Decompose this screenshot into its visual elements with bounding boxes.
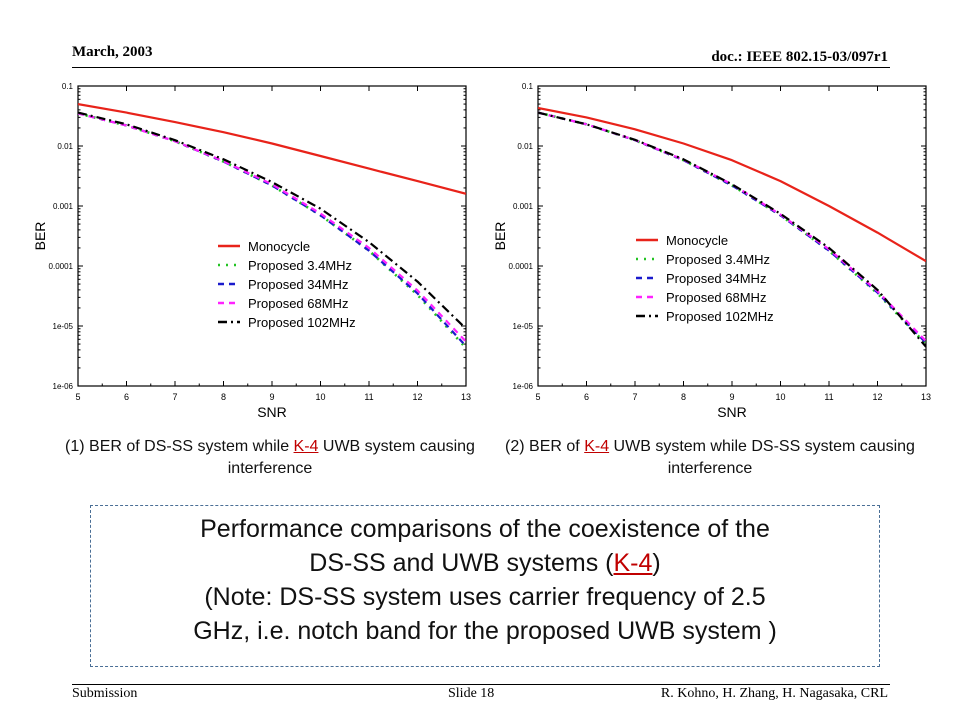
summary-line: (Note: DS-SS system uses carrier frequen…	[204, 583, 766, 611]
x-tick-label: 11	[364, 392, 373, 402]
caption-text: (1) BER of DS-SS system while	[65, 438, 294, 455]
ber-chart-interference-on-uwb: 0.1 0.01 0.001 0.0001 1e-05 1e-065 6 7 8 9 10 11 12 1…	[492, 82, 931, 420]
x-axis-label: SNR	[257, 404, 287, 420]
series-line	[78, 103, 466, 195]
x-tick-label: 13	[921, 392, 931, 402]
y-tick-label: 0.01	[517, 142, 533, 151]
slide-date: March, 2003	[72, 44, 153, 60]
x-tick-label: 6	[124, 392, 129, 402]
chart-caption-2: (2) BER of K-4 UWB system while DS-SS sy…	[500, 436, 920, 480]
legend-label: Proposed 34MHz	[248, 277, 348, 292]
footer-submission: Submission	[72, 686, 138, 701]
y-tick-label: 0.1	[62, 82, 74, 91]
x-tick-label: 6	[584, 392, 589, 402]
x-tick-label: 5	[75, 392, 80, 402]
ber-chart-interference-on-dsss: 0.1 0.01 0.001 0.0001 1e-05 1e-065 6 7 8 9 10 11 12 1…	[32, 82, 471, 420]
legend-label: Monocycle	[666, 233, 728, 248]
series-line	[538, 106, 926, 263]
x-tick-label: 7	[632, 392, 637, 402]
header-rule	[72, 67, 890, 68]
footer-authors: R. Kohno, H. Zhang, H. Nagasaka, CRL	[660, 686, 888, 701]
y-axis-label: BER	[492, 222, 508, 251]
series-line	[78, 112, 466, 347]
x-tick-label: 10	[315, 392, 325, 402]
x-tick-label: 7	[172, 392, 177, 402]
summary-text-part: )	[652, 549, 661, 577]
chart-caption-1: (1) BER of DS-SS system while K-4 UWB sy…	[60, 436, 480, 480]
y-tick-label: 0.001	[513, 202, 534, 211]
y-tick-label: 1e-06	[53, 382, 74, 391]
caption-text: (2) BER of	[505, 438, 585, 455]
y-tick-label: 1e-06	[513, 382, 534, 391]
series-line	[78, 112, 466, 343]
x-tick-label: 12	[872, 392, 882, 402]
x-tick-label: 10	[775, 392, 785, 402]
summary-line: DS-SS and UWB systems (K-4)	[90, 546, 880, 580]
summary-box	[90, 505, 880, 667]
summary-line: GHz, i.e. notch band for the proposed UW…	[193, 617, 777, 645]
legend-label: Proposed 68MHz	[248, 296, 348, 311]
series-line	[538, 111, 926, 348]
x-tick-label: 9	[269, 392, 274, 402]
document-id: doc.: IEEE 802.15-03/097r1	[711, 49, 888, 65]
y-tick-label: 1e-05	[53, 322, 74, 331]
y-tick-label: 1e-05	[513, 322, 534, 331]
x-axis-label: SNR	[717, 404, 747, 420]
footer-rule	[72, 684, 890, 685]
caption-text: UWB system causing interference	[227, 438, 475, 477]
y-axis-label: BER	[32, 222, 48, 251]
x-tick-label: 8	[681, 392, 686, 402]
x-tick-label: 13	[461, 392, 471, 402]
x-tick-label: 8	[221, 392, 226, 402]
x-tick-label: 12	[412, 392, 422, 402]
legend-label: Proposed 3.4MHz	[666, 252, 770, 267]
summary-text: Performance comparisons of the coexisten…	[90, 512, 880, 648]
x-tick-label: 9	[729, 392, 734, 402]
legend-label: Proposed 3.4MHz	[248, 258, 352, 273]
summary-line: Performance comparisons of the coexisten…	[200, 515, 770, 543]
k4-link[interactable]: K-4	[613, 549, 653, 577]
k4-link[interactable]: K-4	[584, 438, 610, 455]
plot-frame	[77, 85, 467, 387]
legend-label: Proposed 34MHz	[666, 271, 766, 286]
y-tick-label: 0.01	[57, 142, 73, 151]
legend-label: Proposed 102MHz	[666, 309, 774, 324]
x-tick-label: 11	[824, 392, 833, 402]
y-tick-label: 0.0001	[509, 262, 534, 271]
legend-label: Proposed 68MHz	[666, 290, 766, 305]
series-group	[78, 103, 466, 349]
x-tick-label: 5	[535, 392, 540, 402]
series-line	[78, 111, 466, 330]
y-tick-label: 0.0001	[49, 262, 74, 271]
caption-text: UWB system while DS-SS system causing in…	[609, 438, 915, 477]
footer-slide-number: Slide 18	[448, 686, 495, 701]
y-tick-label: 0.001	[53, 202, 74, 211]
legend-label: Proposed 102MHz	[248, 315, 356, 330]
k4-link[interactable]: K-4	[293, 438, 319, 455]
summary-text-part: DS-SS and UWB systems (	[309, 549, 614, 577]
legend-label: Monocycle	[248, 239, 310, 254]
y-tick-label: 0.1	[522, 82, 534, 91]
series-line	[78, 112, 466, 349]
plot-frame	[537, 85, 927, 387]
series-group	[538, 106, 926, 348]
